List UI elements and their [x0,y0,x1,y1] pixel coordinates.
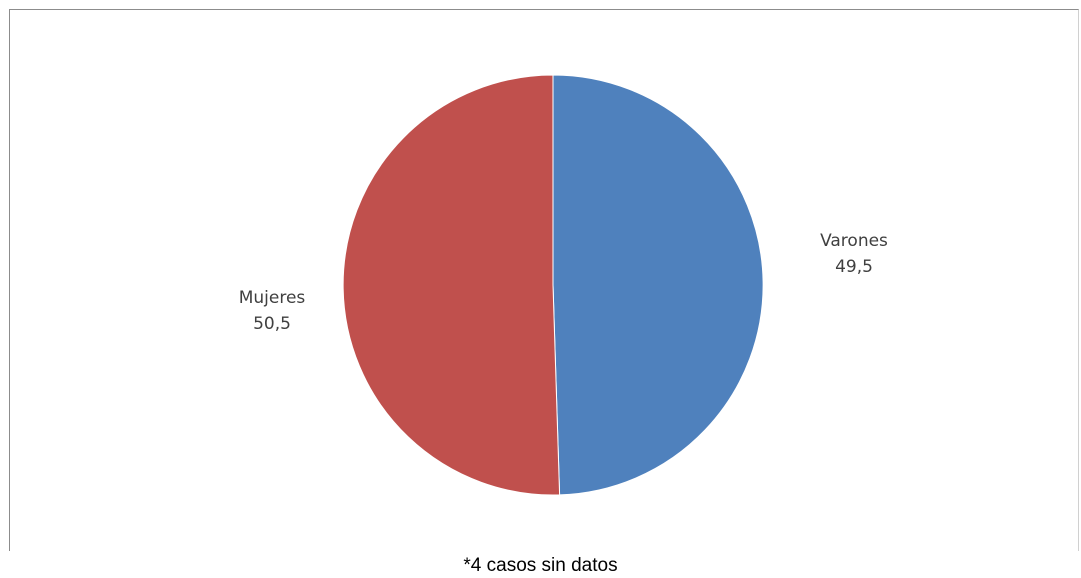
slice-value-mujeres: 50,5 [253,314,291,334]
chart-area: Varones 49,5 Mujeres 50,5 [9,9,1079,551]
pie-slice-varones [552,74,764,496]
footnote: *4 casos sin datos [463,555,618,576]
slice-label-mujeres: Mujeres [239,288,306,308]
pie-chart: Varones 49,5 Mujeres 50,5 [239,74,888,496]
slice-value-varones: 49,5 [835,257,873,277]
slice-label-varones: Varones [820,231,888,251]
pie-slice-mujeres [342,74,561,496]
